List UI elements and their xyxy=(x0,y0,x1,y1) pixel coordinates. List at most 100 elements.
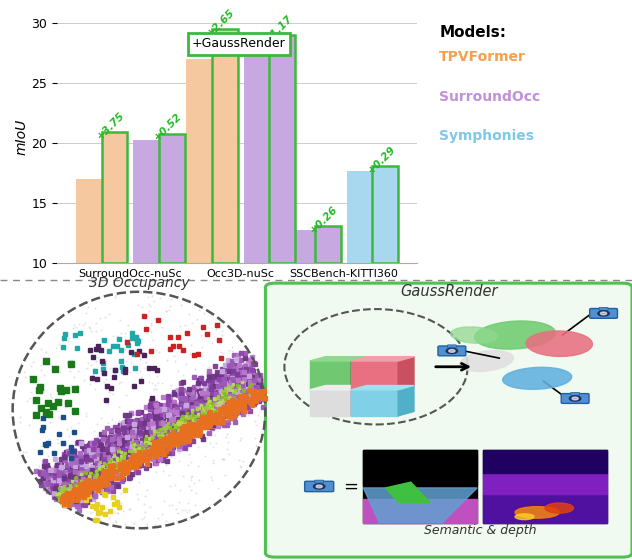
Point xyxy=(117,349,127,358)
Point xyxy=(190,403,200,412)
Bar xyxy=(269,35,295,263)
Point xyxy=(101,355,111,364)
Point xyxy=(242,380,252,389)
Point xyxy=(109,475,119,484)
Point xyxy=(111,437,121,446)
Point xyxy=(190,365,200,374)
Point xyxy=(71,332,81,341)
Point xyxy=(137,373,147,382)
Point xyxy=(126,358,136,367)
Point xyxy=(229,372,239,381)
Point xyxy=(164,501,174,510)
Point xyxy=(173,509,183,518)
Point xyxy=(104,388,114,396)
Point xyxy=(54,413,64,422)
Point xyxy=(108,390,118,399)
Point xyxy=(217,330,227,339)
Point xyxy=(95,483,105,492)
Point xyxy=(63,497,73,506)
Point xyxy=(105,429,115,438)
Point xyxy=(224,345,234,354)
Point xyxy=(119,423,130,432)
Point xyxy=(144,433,154,442)
Point xyxy=(116,316,126,325)
Point xyxy=(100,312,110,321)
Polygon shape xyxy=(398,385,414,416)
Point xyxy=(188,318,198,327)
Point xyxy=(216,386,226,395)
Point xyxy=(122,465,132,474)
Point xyxy=(187,472,197,480)
Polygon shape xyxy=(310,390,351,416)
Ellipse shape xyxy=(460,351,513,371)
Point xyxy=(56,486,66,495)
Point xyxy=(73,366,83,375)
Point xyxy=(80,441,90,450)
Point xyxy=(192,419,202,428)
Bar xyxy=(289,230,315,263)
Point xyxy=(104,310,114,319)
Point xyxy=(15,418,25,427)
Point xyxy=(15,412,25,421)
Point xyxy=(114,505,125,514)
Point xyxy=(44,434,54,443)
Point xyxy=(167,501,177,510)
Point xyxy=(231,369,241,378)
Point xyxy=(82,363,92,372)
Polygon shape xyxy=(483,473,607,494)
Point xyxy=(234,461,245,470)
Point xyxy=(154,426,164,435)
Point xyxy=(112,509,123,518)
Point xyxy=(144,418,154,427)
Polygon shape xyxy=(310,385,367,390)
Point xyxy=(220,359,230,368)
Point xyxy=(116,489,126,498)
Point xyxy=(236,407,246,416)
Point xyxy=(250,417,260,426)
Point xyxy=(181,360,191,369)
Point xyxy=(45,442,55,451)
Point xyxy=(84,323,94,332)
Point xyxy=(178,371,188,380)
Point xyxy=(96,368,106,377)
Point xyxy=(137,303,147,312)
Point xyxy=(252,386,262,395)
Bar xyxy=(315,226,341,263)
Text: +0.29: +0.29 xyxy=(366,144,398,175)
Point xyxy=(111,518,121,527)
Point xyxy=(244,353,254,362)
Point xyxy=(61,403,71,412)
FancyBboxPatch shape xyxy=(561,394,589,403)
Point xyxy=(195,305,205,314)
Point xyxy=(196,330,206,339)
Ellipse shape xyxy=(451,327,497,343)
Point xyxy=(35,416,45,424)
Point xyxy=(162,356,173,365)
Point xyxy=(241,370,251,379)
Point xyxy=(82,452,92,461)
Point xyxy=(115,443,125,452)
Point xyxy=(117,369,127,378)
Point xyxy=(90,326,100,335)
Point xyxy=(103,400,113,409)
Point xyxy=(185,350,195,359)
Point xyxy=(149,297,159,306)
Point xyxy=(166,482,176,491)
Point xyxy=(162,335,173,344)
Point xyxy=(205,309,216,318)
Point xyxy=(147,412,157,421)
Text: TPVFormer: TPVFormer xyxy=(439,50,526,64)
Text: Symphonies: Symphonies xyxy=(439,129,534,143)
Point xyxy=(222,366,233,375)
Point xyxy=(233,407,243,416)
Bar xyxy=(159,134,185,263)
Point xyxy=(176,386,186,395)
Point xyxy=(46,390,56,399)
Ellipse shape xyxy=(515,514,534,520)
Point xyxy=(39,354,49,363)
Point xyxy=(112,503,123,512)
Point xyxy=(70,500,80,509)
Point xyxy=(166,452,176,461)
Point xyxy=(58,472,68,481)
Point xyxy=(87,370,97,379)
